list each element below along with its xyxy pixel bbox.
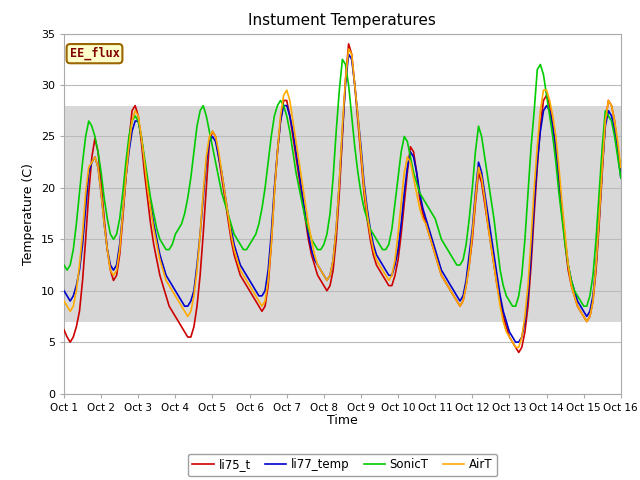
li77_temp [617, 175, 625, 180]
Text: EE_flux: EE_flux [70, 47, 120, 60]
AirT [617, 165, 625, 170]
AirT [330, 257, 337, 263]
Legend: li75_t, li77_temp, SonicT, AirT: li75_t, li77_temp, SonicT, AirT [188, 454, 497, 476]
li77_temp [527, 252, 535, 258]
AirT [527, 237, 535, 242]
li75_t [617, 169, 625, 175]
li75_t [515, 349, 523, 355]
Line: SonicT: SonicT [64, 60, 621, 306]
li75_t [345, 41, 353, 47]
AirT [326, 273, 334, 278]
li75_t [143, 195, 151, 201]
SonicT [330, 175, 337, 180]
li77_temp [143, 180, 151, 186]
SonicT [339, 57, 346, 62]
Line: li77_temp: li77_temp [64, 54, 621, 342]
li77_temp [330, 257, 337, 263]
SonicT [509, 303, 516, 309]
Title: Instument Temperatures: Instument Temperatures [248, 13, 436, 28]
li75_t [326, 283, 334, 288]
Bar [64, 106, 621, 322]
AirT [215, 149, 223, 155]
li75_t [215, 154, 223, 160]
AirT [143, 185, 151, 191]
Line: AirT: AirT [64, 49, 621, 348]
SonicT [106, 231, 115, 237]
li75_t [106, 267, 115, 273]
li77_temp [512, 339, 520, 345]
SonicT [143, 175, 151, 180]
SonicT [60, 262, 68, 268]
Y-axis label: Temperature (C): Temperature (C) [22, 163, 35, 264]
li77_temp [345, 51, 353, 57]
li77_temp [106, 262, 115, 268]
SonicT [527, 144, 535, 150]
li75_t [330, 267, 337, 273]
li75_t [527, 262, 535, 268]
X-axis label: Time: Time [327, 414, 358, 427]
li75_t [60, 327, 68, 333]
li77_temp [60, 288, 68, 294]
AirT [512, 345, 520, 350]
li77_temp [215, 154, 223, 160]
AirT [60, 298, 68, 304]
SonicT [617, 175, 625, 180]
li77_temp [326, 273, 334, 278]
SonicT [326, 211, 334, 216]
SonicT [215, 175, 223, 180]
Line: li75_t: li75_t [64, 44, 621, 352]
AirT [345, 46, 353, 52]
AirT [106, 267, 115, 273]
